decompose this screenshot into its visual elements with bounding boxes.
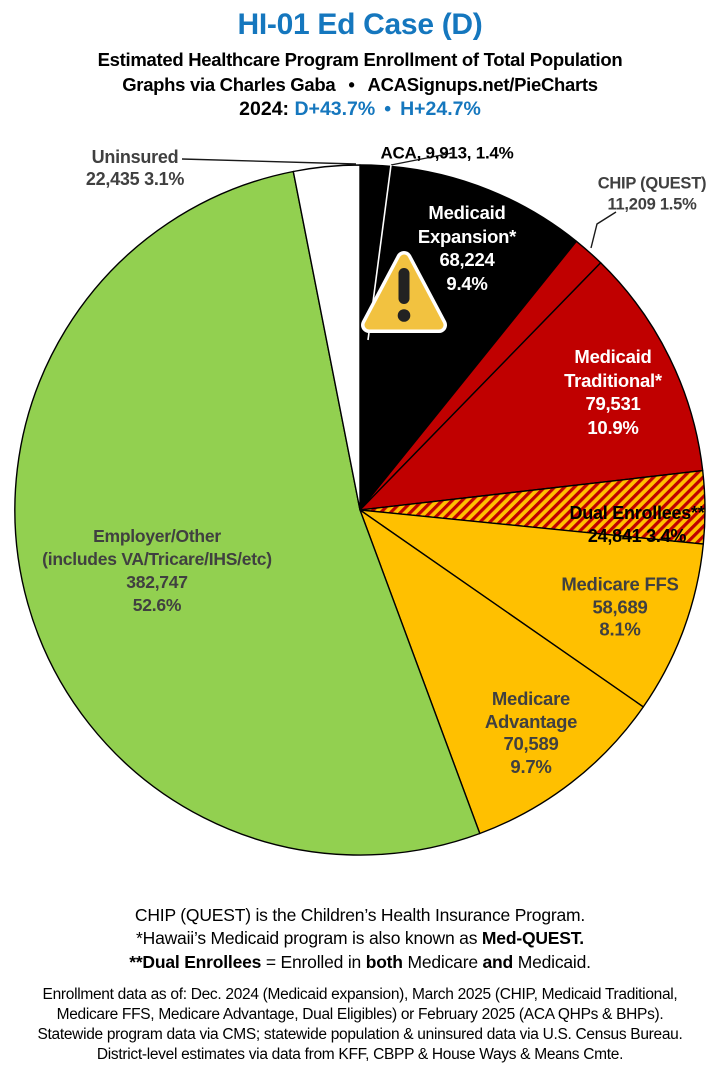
pie-label-line: 10.9% (587, 416, 639, 438)
pie-leader-line (181, 158, 357, 165)
pie-label-line: Uninsured (91, 147, 179, 167)
pie-leader-line (390, 152, 453, 166)
pie-label-employer_other: Employer/Other (includes VA/Tricare/IHS/e… (42, 525, 272, 617)
pie-slice-medicare_ffs (359, 509, 704, 708)
pie-slice-medicaid_expansion (359, 165, 578, 511)
footnote-line: CHIP (QUEST) is the Children’s Health In… (0, 904, 720, 927)
pie-label-line: 24,841 3.4% (587, 526, 687, 546)
pie-label-line: 9.7% (510, 755, 552, 777)
pie-label-line: Medicaid (428, 202, 506, 223)
warning-icon-part (398, 268, 410, 304)
pie-label-uninsured: Uninsured 22,435 3.1% (85, 146, 185, 190)
partisan-lean-line: 2024: D+43.7% • H+24.7% (0, 99, 720, 120)
pie-label-medicare_ffs: Medicare FFS 58,689 8.1% (561, 573, 679, 641)
pie-label-line: 8.1% (599, 618, 641, 640)
footnote-line: **Dual Enrollees = Enrolled in both Medi… (0, 951, 720, 974)
pie-label-line: Dual Enrollees** (569, 503, 705, 523)
partisan-lean-h: H+24.7% (400, 98, 481, 120)
pie-label-line: 52.6% (132, 595, 182, 615)
pie-label-line: 11,209 1.5% (607, 195, 697, 213)
pie-label-line: (includes VA/Tricare/IHS/etc) (42, 549, 272, 569)
source-line: Enrollment data as of: Dec. 2024 (Medica… (42, 986, 678, 1003)
page-title: HI-01 Ed Case (D) (237, 8, 483, 41)
pie-label-line: Advantage (484, 710, 578, 732)
credit-site: ACASignups.net/PieCharts (367, 74, 599, 95)
footnote-segment: both (365, 951, 403, 972)
pie-label-line: Medicaid (574, 346, 652, 367)
pie-label-medicaid_traditional: Medicaid Traditional* 79,531 10.9% (564, 345, 662, 439)
pie-label-line: 58,689 (592, 595, 648, 617)
credit-line: Graphs via Charles Gaba • ACASignups.net/P… (0, 75, 720, 95)
bullet-separator: • (384, 98, 392, 120)
footnote-segment: Medicaid. (513, 951, 591, 972)
partisan-year: 2024: (239, 98, 290, 120)
pie-label-medicare_advantage: Medicare Advantage 70,589 9.7% (484, 688, 578, 778)
pie-slice-uninsured (292, 164, 361, 511)
pie-leader-line (590, 211, 617, 249)
bullet-separator: • (348, 74, 355, 95)
footnote-segment: = Enrolled in (261, 951, 366, 972)
pie-label-line: ACA, 9,913, 1.4% (380, 143, 514, 163)
pie-label-chip: CHIP (QUEST) 11,209 1.5% (598, 174, 707, 215)
pie-label-dual_enrollees: Dual Enrollees** 24,841 3.4% (569, 502, 704, 548)
credit-author: Graphs via Charles Gaba (122, 74, 336, 95)
footnote-line: *Hawaii’s Medicaid program is also known… (0, 927, 720, 950)
pie-slice-employer_other (14, 170, 481, 856)
pie-slice-medicare_advantage (359, 509, 644, 835)
pie-label-line: 68,224 (439, 249, 495, 270)
footnote-segment: CHIP (QUEST) is the Children’s Health In… (134, 905, 586, 925)
pie-label-aca: ACA, 9,913, 1.4% (380, 143, 513, 164)
footnote-segment: *Hawaii’s Medicaid program is also known… (136, 928, 482, 949)
pie-label-line: CHIP (QUEST) (597, 174, 707, 193)
footnote-segment: and (482, 951, 514, 972)
partisan-lean-d: D+43.7% (294, 98, 376, 120)
warning-triangle-icon (361, 251, 447, 333)
source-attribution-block: Enrollment data as of: Dec. 2024 (Medica… (0, 985, 720, 1065)
pie-label-line: 22,435 3.1% (85, 169, 185, 189)
source-line: Medicare FFS, Medicare Advantage, Dual E… (56, 1006, 664, 1023)
pie-label-line: Medicare FFS (561, 573, 679, 595)
pie-label-line: Expansion* (417, 225, 517, 247)
pie-label-line: 9.4% (446, 272, 488, 294)
pie-slice-medicaid_traditional (359, 262, 704, 511)
pie-label-line: Traditional* (564, 369, 662, 391)
footnote-segment: **Dual Enrollees (129, 951, 262, 972)
pie-label-medicaid_expansion: Medicaid Expansion* 68,224 9.4% (417, 201, 517, 295)
pie-label-line: 70,589 (503, 733, 559, 754)
footnotes-block: CHIP (QUEST) is the Children’s Health In… (0, 904, 720, 974)
chart-subtitle: Estimated Healthcare Program Enrollment … (97, 49, 623, 70)
footnote-segment: Medicare (402, 951, 483, 972)
pie-label-line: Medicare (491, 688, 571, 709)
pie-label-line: 382,747 (126, 572, 188, 592)
warning-icon-part (397, 309, 411, 322)
source-line: Statewide program data via CMS; statewid… (37, 1026, 683, 1043)
pie-label-line: Employer/Other (93, 526, 221, 546)
footnote-segment: Med-QUEST. (481, 928, 584, 949)
pie-label-line: 79,531 (585, 393, 641, 414)
source-line: District-level estimates via data from K… (96, 1046, 624, 1063)
